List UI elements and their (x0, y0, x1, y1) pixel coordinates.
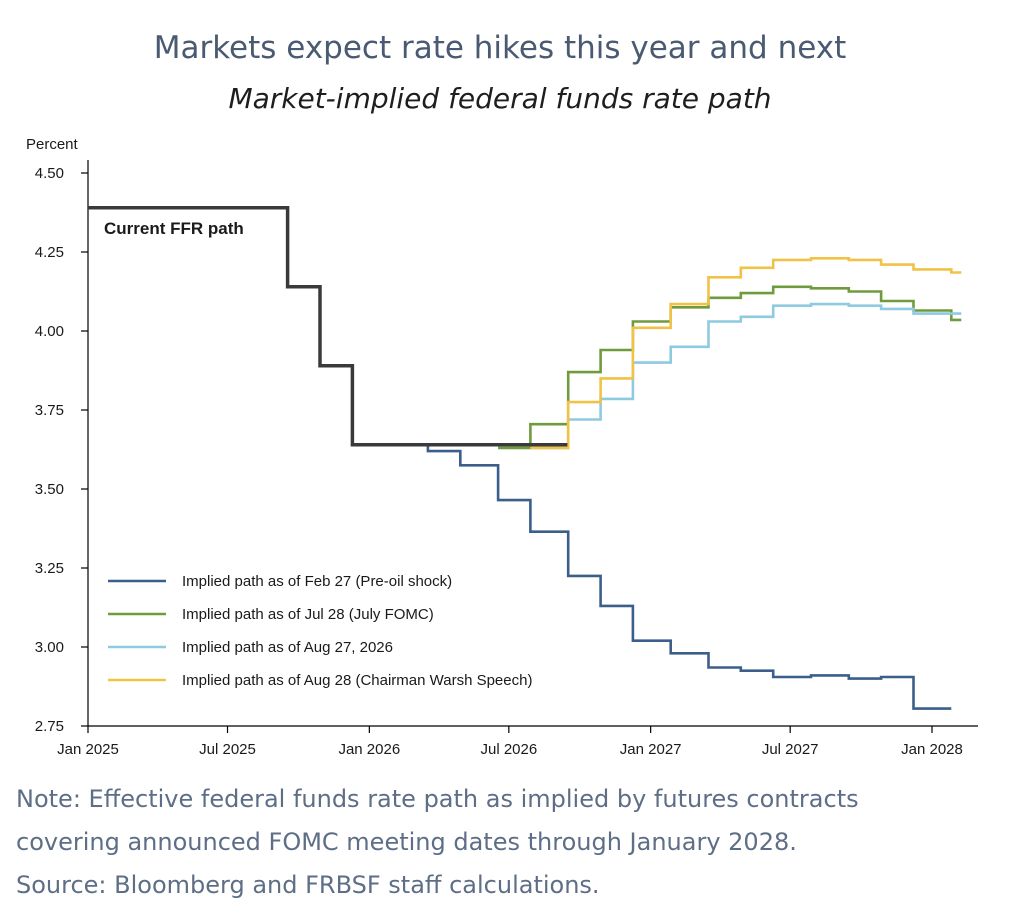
y-tick-label: 3.25 (35, 560, 64, 577)
y-tick-label: 3.00 (35, 639, 64, 656)
x-tick-label: Jul 2026 (480, 741, 537, 758)
legend-label-feb27: Implied path as of Feb 27 (Pre-oil shock… (182, 573, 452, 590)
x-tick-label: Jul 2027 (762, 741, 819, 758)
chart-series (88, 206, 962, 710)
chart-legend: Implied path as of Feb 27 (Pre-oil shock… (108, 573, 532, 689)
legend-label-aug28: Implied path as of Aug 28 (Chairman Wars… (182, 672, 532, 689)
series-line-jul28 (498, 285, 962, 450)
note-line-1: Note: Effective federal funds rate path … (16, 785, 859, 813)
chart-title: Markets expect rate hikes this year and … (153, 30, 847, 66)
current-ffr-annotation: Current FFR path (104, 219, 244, 238)
x-tick-label: Jul 2025 (199, 741, 256, 758)
y-tick-label: 3.75 (35, 402, 64, 419)
series-line-aug28 (530, 256, 962, 450)
y-tick-label: 4.00 (35, 323, 64, 340)
x-tick-label: Jan 2026 (338, 741, 400, 758)
chart-footnote: Note: Effective federal funds rate path … (16, 778, 1016, 907)
x-tick-label: Jan 2025 (57, 741, 119, 758)
x-tick-label: Jan 2028 (901, 741, 963, 758)
y-tick-label: 3.50 (35, 481, 64, 498)
series-line-aug27 (530, 302, 962, 450)
legend-label-aug27: Implied path as of Aug 27, 2026 (182, 639, 393, 656)
x-tick-label: Jan 2027 (620, 741, 682, 758)
chart-axes: Percent 4.50 4.25 4.00 3.75 3.50 3.25 3.00 2.75 J… (26, 136, 978, 758)
source-line: Source: Bloomberg and FRBSF staff calcul… (16, 871, 600, 899)
series-line-feb27 (426, 444, 952, 710)
y-tick-label: 4.50 (35, 165, 64, 182)
legend-label-jul28: Implied path as of Jul 28 (July FOMC) (182, 606, 434, 623)
y-tick-label: 2.75 (35, 718, 64, 735)
note-line-2: covering announced FOMC meeting dates th… (16, 828, 797, 856)
y-tick-label: 4.25 (35, 244, 64, 261)
chart-subtitle: Market-implied federal funds rate path (228, 82, 772, 115)
series-line-current (88, 206, 568, 447)
y-axis-label: Percent (26, 136, 79, 153)
